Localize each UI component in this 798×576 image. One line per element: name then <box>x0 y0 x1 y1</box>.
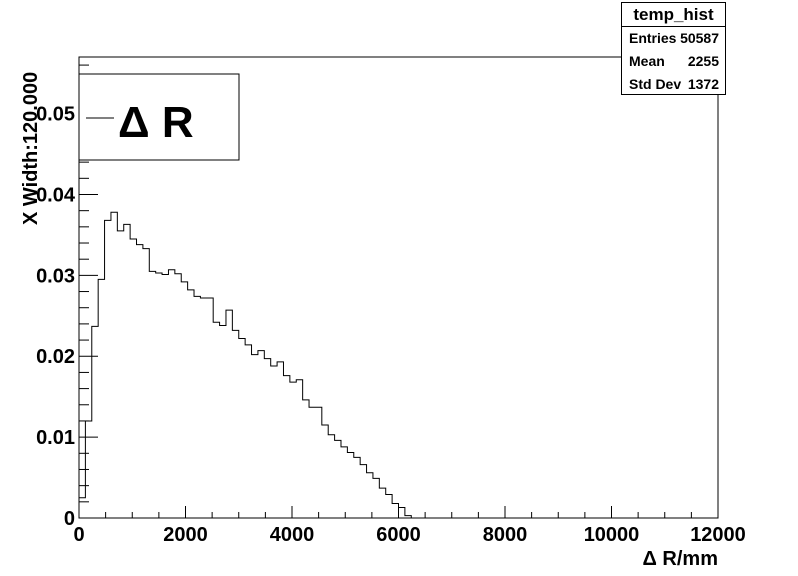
x-tick-label: 4000 <box>270 524 315 546</box>
tick-labels: 0 2000 4000 6000 8000 10000 12000 0 0.01 0.02 0.03… <box>36 104 746 546</box>
y-tick-label: 0.05 <box>36 104 75 126</box>
stats-box: temp_hist Entries 50587 Mean 2255 Std De… <box>621 2 726 95</box>
stats-label: Mean <box>629 53 665 69</box>
y-axis-title: X Width:120.000 <box>20 72 42 225</box>
x-axis-title: Δ R/mm <box>643 548 719 570</box>
x-tick-label: 12000 <box>690 524 746 546</box>
y-tick-label: 0.02 <box>36 346 75 368</box>
stats-value: 1372 <box>687 76 719 92</box>
stats-row-mean: Mean 2255 <box>622 50 725 73</box>
x-tick-label: 2000 <box>163 524 208 546</box>
stats-value: 50587 <box>680 30 719 46</box>
x-tick-label: 10000 <box>584 524 640 546</box>
x-tick-label: 6000 <box>376 524 421 546</box>
legend-entry-label: Δ R <box>118 98 194 147</box>
y-tick-label: 0.04 <box>36 184 76 206</box>
stats-value: 2255 <box>687 53 719 69</box>
legend-box: Δ R <box>78 73 240 161</box>
stats-label: Std Dev <box>629 76 682 92</box>
x-tick-label: 0 <box>73 524 84 546</box>
histogram-line <box>79 211 412 518</box>
stats-row-stddev: Std Dev 1372 <box>622 73 725 96</box>
stats-title: temp_hist <box>622 3 725 27</box>
stats-label: Entries <box>629 30 677 46</box>
x-tick-label: 8000 <box>483 524 528 546</box>
y-tick-label: 0.03 <box>36 265 75 287</box>
stats-row-entries: Entries 50587 <box>622 27 725 50</box>
y-tick-label: 0 <box>64 508 75 530</box>
y-tick-label: 0.01 <box>36 427 75 449</box>
axis-ticks <box>78 64 719 519</box>
